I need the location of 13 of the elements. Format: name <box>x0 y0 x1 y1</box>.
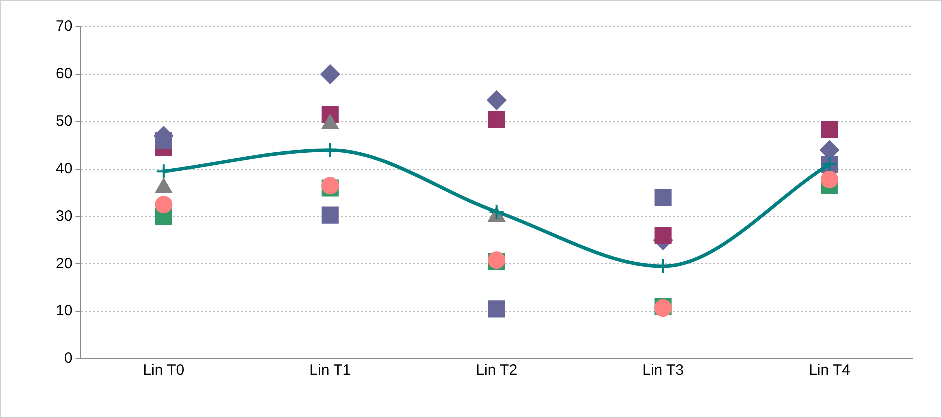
y-tick-label: 20 <box>56 255 73 272</box>
y-tick-label: 10 <box>56 302 73 320</box>
x-tick-label: Lin T2 <box>476 362 518 380</box>
x-tick-label: Lin T0 <box>143 362 185 380</box>
y-tick-label: 0 <box>64 350 73 368</box>
y-tick-label: 50 <box>56 113 73 130</box>
y-tick-label: 40 <box>56 160 73 178</box>
x-tick-label: Lin T3 <box>642 362 684 380</box>
y-tick-label: 70 <box>56 18 73 36</box>
x-tick-label: Lin T4 <box>809 362 850 380</box>
y-tick-label: 60 <box>56 66 73 83</box>
y-tick-label: 30 <box>56 208 73 225</box>
x-tick-label: Lin T1 <box>310 362 352 380</box>
